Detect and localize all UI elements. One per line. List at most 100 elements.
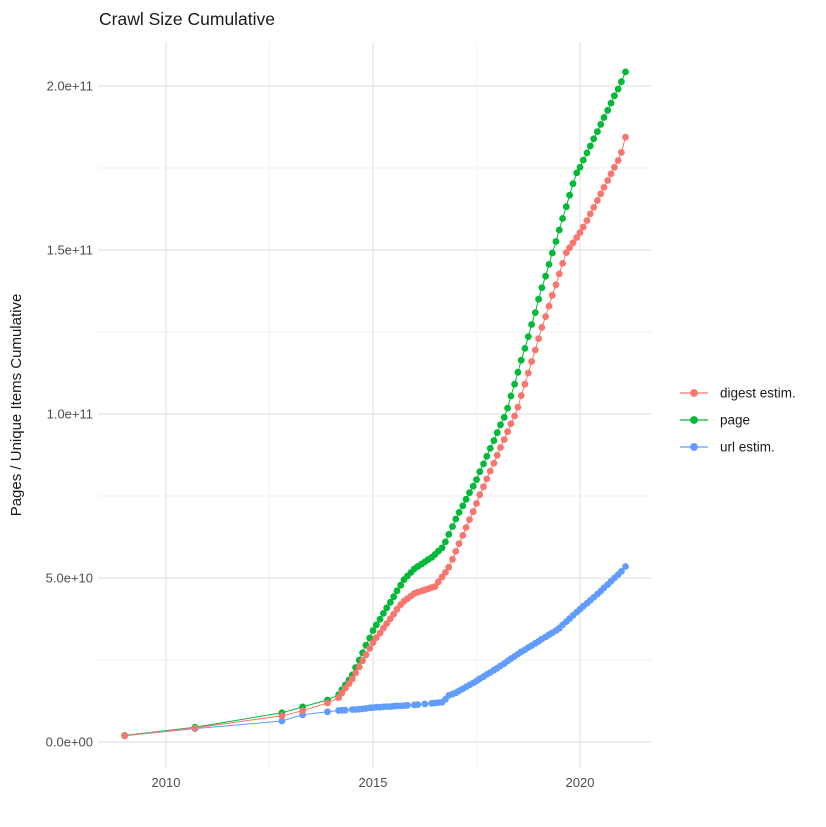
data-point	[462, 495, 470, 503]
data-point	[369, 627, 377, 634]
data-point	[511, 380, 518, 388]
data-point	[390, 610, 398, 618]
y-tick-label: 1.0e+11	[47, 407, 93, 422]
data-point	[355, 663, 363, 671]
data-point	[449, 555, 456, 563]
data-point	[507, 392, 515, 400]
data-point	[545, 302, 553, 310]
data-point	[618, 78, 625, 86]
data-point	[442, 569, 449, 576]
data-point	[191, 724, 199, 732]
legend-key-dot	[690, 389, 698, 397]
data-point	[393, 605, 401, 613]
data-point	[449, 523, 456, 530]
data-point	[611, 163, 618, 171]
data-point	[352, 669, 359, 677]
x-tick-label: 2010	[152, 775, 181, 790]
data-point	[459, 502, 467, 510]
data-point	[600, 114, 608, 121]
data-point	[573, 234, 581, 241]
data-point	[576, 229, 584, 237]
data-point	[504, 428, 511, 436]
x-axis-tick-labels: 2010 2015 2020	[152, 775, 595, 790]
data-point	[559, 215, 566, 222]
data-point	[493, 429, 501, 437]
data-point	[372, 621, 380, 629]
data-point	[480, 483, 487, 491]
data-point	[500, 413, 508, 421]
data-point	[466, 516, 473, 523]
data-point	[445, 531, 453, 538]
gridlines-major	[98, 42, 652, 768]
data-point	[278, 717, 286, 725]
data-point	[490, 437, 498, 444]
data-point	[324, 699, 331, 707]
data-point	[397, 581, 405, 589]
data-point	[538, 324, 546, 331]
data-point	[517, 392, 525, 399]
data-point	[359, 657, 366, 665]
data-point	[531, 309, 539, 316]
data-point	[583, 149, 591, 157]
data-point	[535, 295, 542, 303]
data-point	[548, 249, 556, 257]
data-point	[341, 684, 349, 692]
data-point	[607, 99, 615, 107]
legend-label: page	[720, 413, 750, 428]
legend: digest estim. page url estim.	[680, 386, 796, 455]
data-point	[383, 620, 391, 627]
data-point	[324, 708, 331, 716]
data-point	[462, 524, 470, 531]
data-point	[555, 226, 563, 234]
plot-panel	[98, 42, 652, 768]
data-point	[390, 593, 398, 601]
data-point	[393, 587, 401, 595]
data-point	[483, 475, 491, 483]
data-point	[504, 404, 511, 412]
y-axis-tick-labels: 0.0e+00 5.0e+10 1.0e+11 1.5e+11 2.0e+11	[46, 79, 93, 750]
data-point	[622, 133, 629, 141]
data-point	[555, 270, 563, 278]
data-point	[524, 333, 532, 340]
data-point	[445, 563, 453, 571]
chart-title: Crawl Size Cumulative	[99, 9, 275, 29]
data-point	[594, 197, 601, 204]
data-point	[569, 239, 577, 247]
data-point	[473, 476, 480, 483]
data-point	[569, 180, 577, 188]
data-point	[348, 675, 356, 683]
data-point	[521, 345, 529, 352]
data-point	[552, 281, 560, 289]
data-point	[435, 578, 442, 586]
data-point	[579, 156, 587, 164]
data-point	[404, 701, 411, 709]
data-point	[299, 707, 306, 715]
y-tick-label: 0.0e+00	[46, 735, 93, 750]
data-point	[614, 85, 622, 93]
data-point	[486, 445, 494, 452]
data-point	[476, 491, 484, 499]
x-tick-label: 2015	[359, 775, 388, 790]
data-point	[480, 460, 487, 468]
data-point	[576, 163, 584, 171]
data-point	[604, 177, 612, 184]
data-point	[341, 706, 349, 714]
data-point	[497, 444, 504, 451]
data-point	[600, 184, 608, 191]
data-point	[583, 217, 591, 224]
data-point	[562, 249, 570, 256]
legend-label: url estim.	[720, 440, 775, 455]
data-point	[545, 261, 553, 268]
data-point	[452, 515, 460, 523]
data-point	[517, 356, 525, 364]
y-tick-label: 2.0e+11	[47, 79, 93, 94]
data-point	[455, 509, 463, 516]
legend-key-dot	[690, 416, 698, 424]
data-point	[528, 321, 535, 328]
data-point	[369, 639, 377, 646]
data-point	[338, 689, 346, 697]
data-point	[490, 459, 498, 467]
data-point	[566, 191, 573, 199]
